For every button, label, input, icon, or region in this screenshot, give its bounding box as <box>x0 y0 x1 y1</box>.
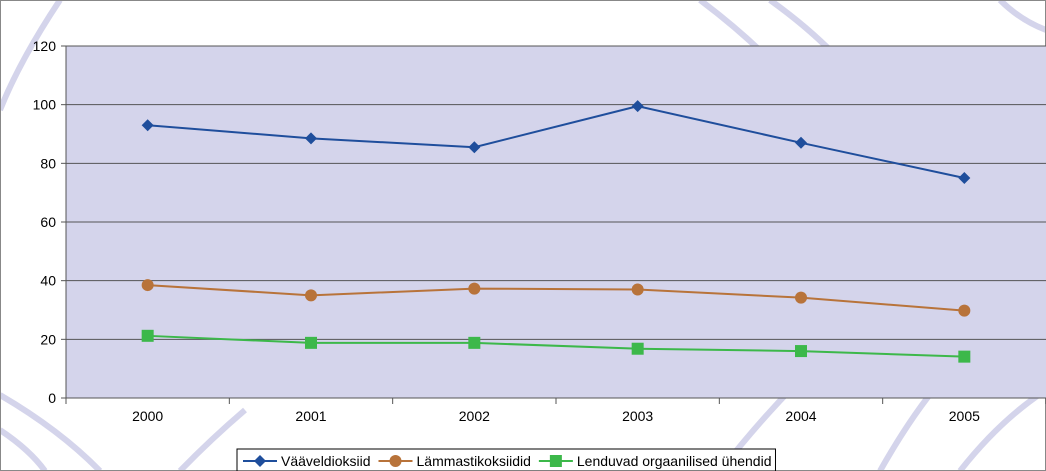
x-axis: 2000 2001 2002 2003 2004 2005 <box>65 397 1046 424</box>
data-point <box>468 336 481 349</box>
data-point <box>141 119 154 132</box>
legend-box <box>236 448 776 471</box>
y-tick-label: 100 <box>33 97 57 113</box>
x-tick-label: 2000 <box>132 408 163 424</box>
y-tick-label: 40 <box>40 273 56 289</box>
data-point <box>468 282 481 295</box>
legend-marker <box>254 455 266 467</box>
data-point <box>958 172 971 184</box>
legend-label: Lämmastikoksiidid <box>417 453 531 469</box>
background-swoosh <box>177 407 247 471</box>
legend-marker <box>549 455 562 467</box>
x-tick-label: 2001 <box>295 408 326 424</box>
y-axis: 0 20 40 60 80 100 120 <box>33 38 67 406</box>
background-swoosh <box>997 0 1046 33</box>
data-point <box>795 291 807 304</box>
y-tick-label: 60 <box>40 214 56 230</box>
x-tick-label: 2005 <box>949 408 980 424</box>
data-point <box>305 336 317 349</box>
legend: Vääveldioksiid Lämmastikoksiidid Lenduvad … <box>236 448 776 471</box>
background-swoosh <box>0 0 63 112</box>
data-point <box>958 350 971 363</box>
background-swoosh <box>0 427 48 471</box>
background-swoosh <box>957 387 1046 471</box>
legend-marker <box>389 455 402 467</box>
legend-label: Lenduvad orgaanilised ühendid <box>577 453 772 469</box>
data-point <box>468 141 481 154</box>
series-layer <box>141 100 971 363</box>
y-tick-label: 20 <box>40 331 56 347</box>
data-point <box>631 100 644 113</box>
data-point <box>141 329 154 342</box>
x-tick-label: 2004 <box>785 408 816 424</box>
series-line <box>147 334 965 358</box>
y-tick-label: 120 <box>33 38 57 54</box>
series-line <box>147 284 965 312</box>
data-point <box>631 283 644 296</box>
legend-label: Vääveldioksiid <box>281 453 371 469</box>
background-swoosh <box>0 392 103 471</box>
x-tick-label: 2002 <box>459 408 490 424</box>
data-point <box>795 136 807 149</box>
data-point <box>305 132 317 145</box>
x-tick-label: 2003 <box>622 408 653 424</box>
data-point <box>795 345 807 358</box>
y-tick-label: 0 <box>48 390 56 406</box>
y-tick-label: 80 <box>40 155 56 171</box>
data-point <box>631 342 644 355</box>
data-point <box>141 279 154 292</box>
data-point <box>305 289 317 302</box>
series-line <box>147 105 965 179</box>
data-point <box>958 304 971 317</box>
